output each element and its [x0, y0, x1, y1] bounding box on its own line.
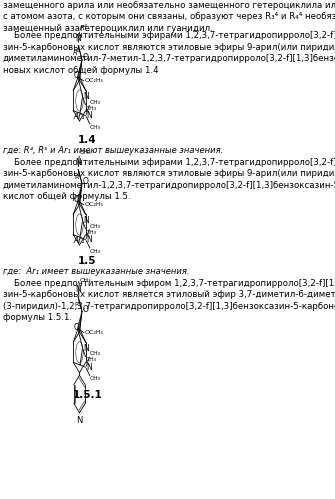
Text: Более предпочтительными эфирами 1,2,3,7-тетрагидропирроло[3,2-f][1,3]бензокса-
з: Более предпочтительными эфирами 1,2,3,7-…: [3, 158, 335, 201]
Text: Ar₁: Ar₁: [73, 112, 84, 121]
Text: OC₂H₅: OC₂H₅: [84, 202, 103, 207]
Text: O: O: [73, 196, 79, 205]
Text: N: N: [75, 158, 81, 167]
Text: где: R⁴, R⁵ и Ar₁ имеют вышеуказанные значения.: где: R⁴, R⁵ и Ar₁ имеют вышеуказанные зн…: [3, 146, 223, 155]
Text: N: N: [76, 416, 83, 425]
Text: R⁵: R⁵: [74, 302, 81, 307]
Text: CH₃: CH₃: [86, 357, 97, 362]
Text: CH₃: CH₃: [89, 100, 100, 105]
Text: 1.4: 1.4: [78, 135, 96, 145]
Text: O: O: [82, 53, 88, 62]
Text: Более предпочтительным эфиром 1,2,3,7-тетрагидропирроло[3,2-f][1,3]бензокса-
зин: Более предпочтительным эфиром 1,2,3,7-те…: [3, 278, 335, 322]
Text: замещенного арила или необязательно замещенного гетероциклила или R₃⁴ и R₄⁴, вме: замещенного арила или необязательно заме…: [3, 1, 335, 33]
Text: CH₃: CH₃: [80, 278, 91, 283]
Text: CH₃: CH₃: [86, 230, 97, 235]
Text: 1.5: 1.5: [78, 256, 96, 266]
Text: CH₃: CH₃: [90, 125, 101, 130]
Text: O: O: [82, 304, 88, 313]
Text: N: N: [86, 111, 92, 120]
Text: 1.5.1: 1.5.1: [72, 390, 102, 400]
Text: O: O: [73, 323, 79, 332]
Text: N: N: [83, 344, 89, 353]
Text: O: O: [73, 71, 79, 80]
Text: CH₃: CH₃: [89, 224, 100, 229]
Text: N: N: [83, 92, 89, 101]
Text: N: N: [83, 216, 89, 225]
Text: OC₂H₅: OC₂H₅: [84, 330, 103, 335]
Text: R⁵: R⁵: [73, 49, 81, 56]
Text: CH₃: CH₃: [80, 150, 91, 155]
Text: CH₃: CH₃: [89, 351, 100, 356]
Text: Более предпочтительными эфирами 1,2,3,7-тетрагидропирроло[3,2-f][1,3]бензокса-
з: Более предпочтительными эфирами 1,2,3,7-…: [3, 31, 335, 74]
Text: N: N: [86, 363, 92, 372]
Text: O: O: [82, 177, 88, 186]
Text: CH₃: CH₃: [90, 376, 101, 381]
Text: OC₂H₅: OC₂H₅: [84, 78, 103, 83]
Text: N: N: [75, 285, 81, 294]
Text: Ar₁: Ar₁: [73, 236, 84, 245]
Text: R⁵: R⁵: [74, 175, 81, 180]
Text: где:  Ar₁ имеет вышеуказанные значения.: где: Ar₁ имеет вышеуказанные значения.: [3, 267, 189, 276]
Text: R⁴: R⁴: [80, 25, 87, 31]
Text: N: N: [75, 33, 81, 42]
Text: CH₃: CH₃: [86, 106, 97, 111]
Text: CH₃: CH₃: [90, 249, 101, 253]
Text: N: N: [86, 235, 92, 244]
